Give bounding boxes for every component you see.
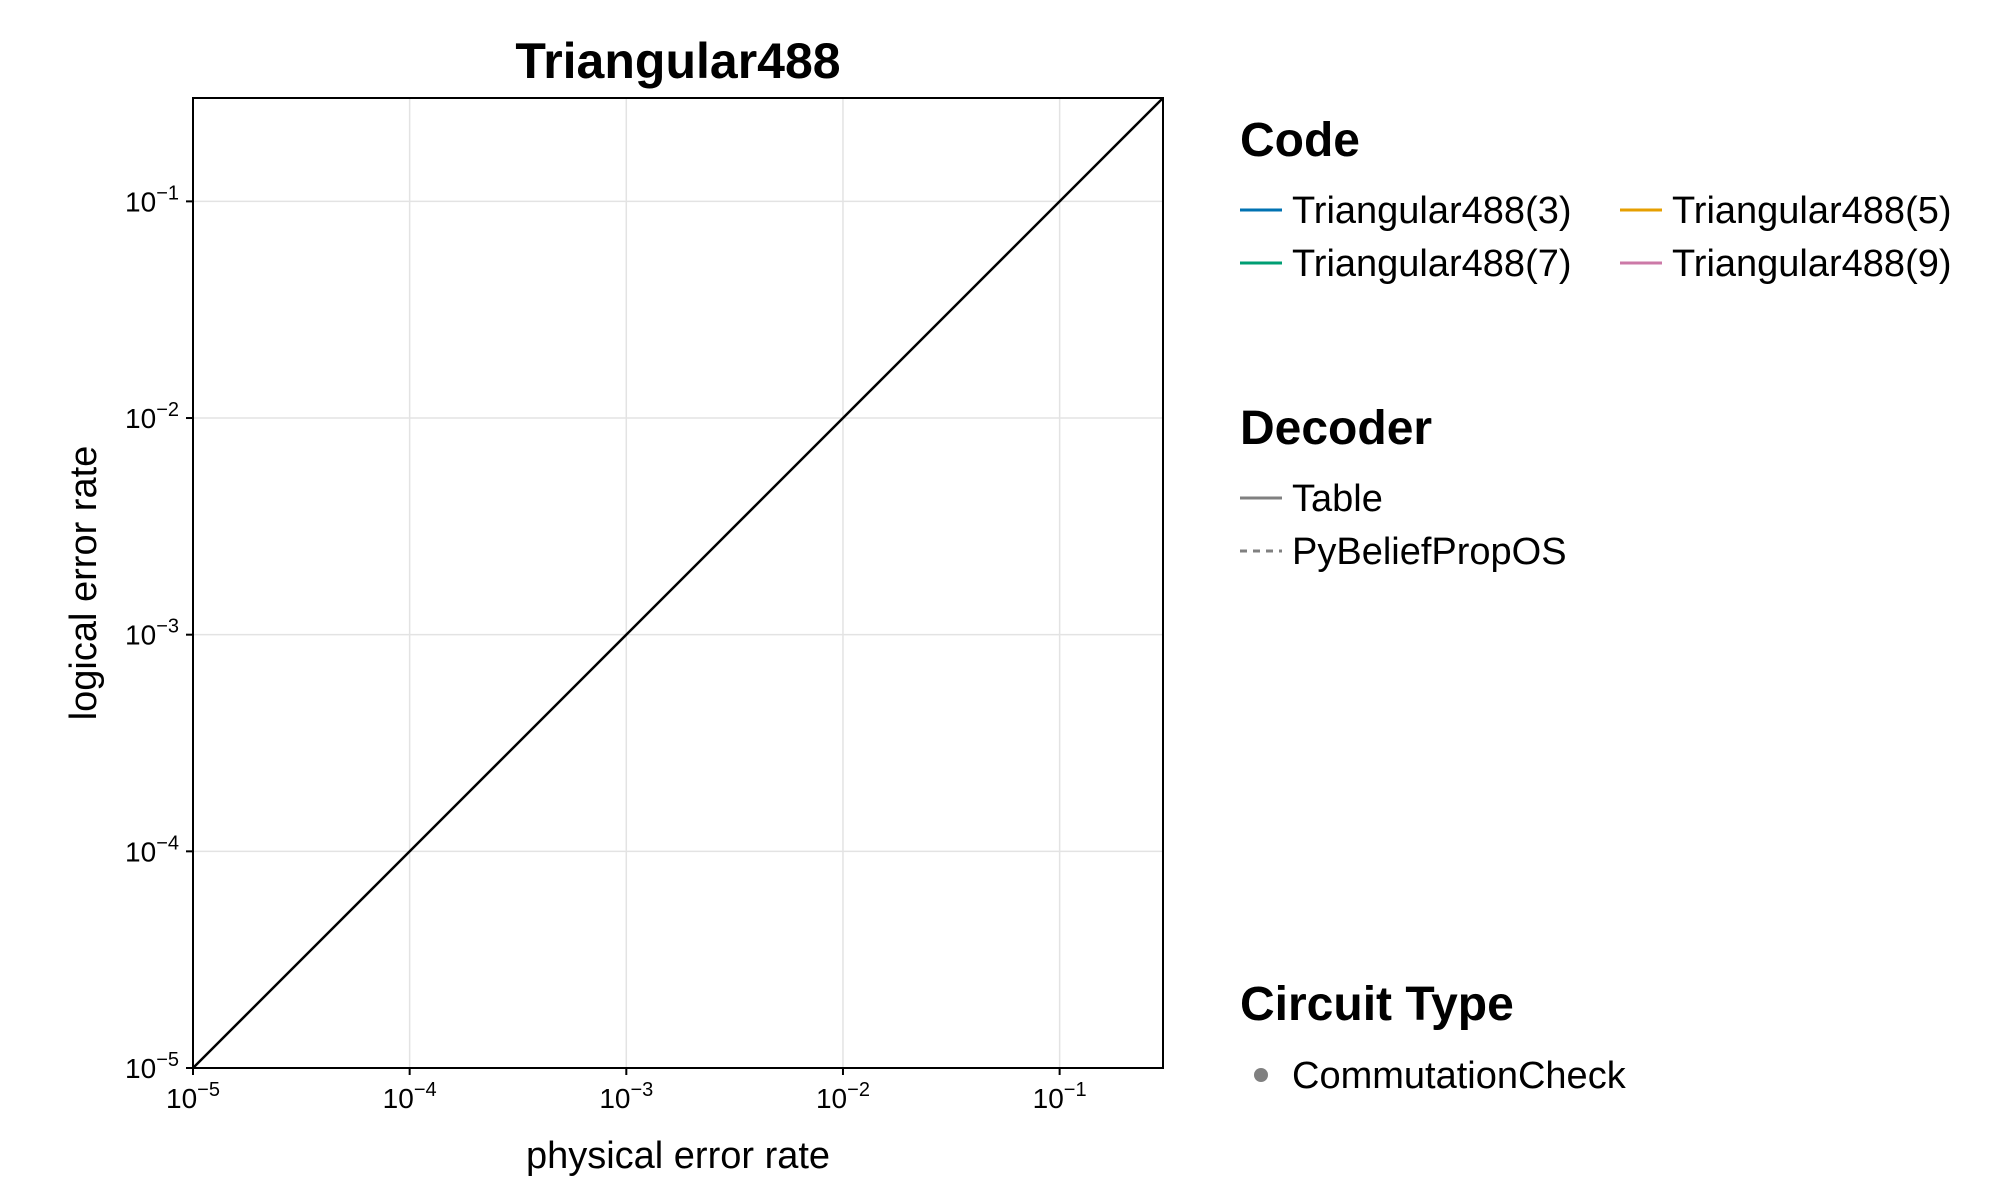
legend-label: PyBeliefPropOS: [1292, 531, 1567, 573]
x-tick-label: 10−3: [599, 1079, 653, 1114]
legend-label: Triangular488(5): [1672, 190, 1952, 232]
y-axis-ticks: 10−5 10−4 10−3 10−2 10−1: [125, 182, 193, 1084]
legend-label: Triangular488(9): [1672, 243, 1952, 285]
y-axis-label: logical error rate: [63, 446, 105, 721]
legend-label: Triangular488(3): [1292, 190, 1572, 232]
legend-title: Decoder: [1240, 402, 1432, 455]
x-axis-ticks: 10−5 10−4 10−3 10−2 10−1: [166, 1068, 1087, 1114]
legend-circuit-type: Circuit Type CommutationCheck: [1240, 978, 1627, 1097]
legend-code: Code Triangular488(3) Triangular488(5) Tria…: [1240, 114, 1952, 285]
legends: Code Triangular488(3) Triangular488(5) Tria…: [1240, 114, 1952, 1097]
legend-title: Circuit Type: [1240, 978, 1514, 1031]
legend-decoder: Decoder Table PyBeliefPropOS: [1240, 402, 1567, 573]
chart-title: Triangular488: [515, 33, 840, 89]
y-tick-label: 10−1: [125, 182, 179, 217]
x-tick-label: 10−4: [383, 1079, 437, 1114]
x-axis-label: physical error rate: [526, 1135, 830, 1177]
y-tick-label: 10−2: [125, 399, 179, 434]
x-tick-label: 10−2: [816, 1079, 870, 1114]
x-tick-label: 10−5: [166, 1079, 220, 1114]
y-tick-label: 10−4: [125, 832, 179, 867]
legend-label: Table: [1292, 478, 1383, 520]
reference-line: [192, 97, 1164, 1069]
legend-label: Triangular488(7): [1292, 243, 1572, 285]
plot-lines: [192, 97, 1164, 1069]
y-tick-label: 10−3: [125, 616, 179, 651]
x-tick-label: 10−1: [1033, 1079, 1087, 1114]
legend-title: Code: [1240, 114, 1360, 167]
legend-label: CommutationCheck: [1292, 1055, 1627, 1097]
y-tick-label: 10−5: [125, 1049, 179, 1084]
legend-marker: [1254, 1068, 1268, 1082]
plot-frame: [192, 97, 1164, 1069]
